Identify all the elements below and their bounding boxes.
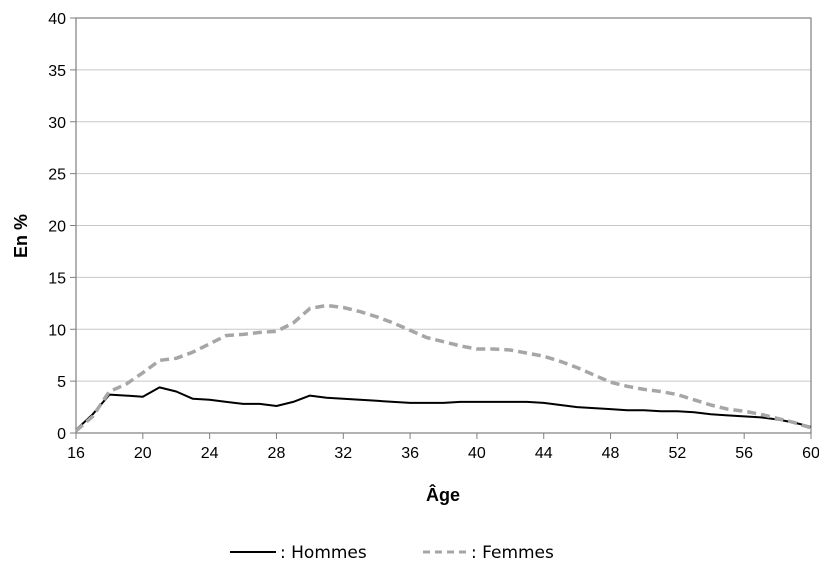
- x-tick-label: 24: [201, 445, 219, 462]
- x-tick-label: 40: [468, 445, 486, 462]
- x-tick-label: 60: [802, 445, 819, 462]
- y-tick-label: 5: [57, 374, 66, 391]
- legend-label-femmes: : Femmes: [471, 543, 554, 563]
- legend: : Hommes : Femmes: [230, 543, 554, 563]
- gridlines: [76, 69, 811, 382]
- y-tick-label: 35: [48, 63, 66, 80]
- axis-ticks: 0 5 10 15 20 25 30 35 40 16 20 24 28 32 36 40 44 48 52 56 60: [48, 11, 819, 462]
- series-line-femmes: [74, 303, 812, 433]
- x-tick-label: 36: [401, 445, 419, 462]
- y-tick-label: 25: [48, 167, 66, 184]
- x-tick-label: 32: [334, 445, 352, 462]
- series-lines: [74, 303, 812, 433]
- y-axis-title: En %: [11, 214, 31, 258]
- x-tick-label: 28: [268, 445, 286, 462]
- y-tick-label: 30: [48, 115, 66, 132]
- x-tick-label: 20: [134, 445, 152, 462]
- x-axis-title: Âge: [426, 484, 460, 505]
- y-tick-label: 10: [48, 322, 66, 339]
- y-tick-label: 15: [48, 270, 66, 287]
- y-tick-label: 40: [48, 11, 66, 28]
- x-tick-label: 16: [67, 445, 85, 462]
- x-tick-label: 48: [602, 445, 620, 462]
- legend-label-hommes: : Hommes: [280, 543, 367, 563]
- x-tick-label: 56: [735, 445, 753, 462]
- x-tick-label: 44: [535, 445, 553, 462]
- x-tick-label: 52: [668, 445, 686, 462]
- y-tick-label: 0: [57, 426, 66, 443]
- series-line-hommes: [75, 386, 812, 431]
- y-tick-label: 20: [48, 219, 66, 236]
